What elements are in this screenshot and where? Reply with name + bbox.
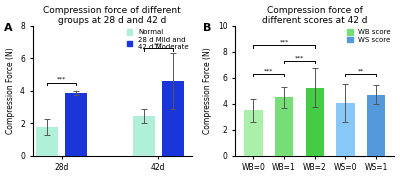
Bar xyxy=(162,81,184,156)
Text: B: B xyxy=(203,23,212,33)
Bar xyxy=(306,88,324,156)
Legend: Normal, 28 d Mild and
42 d Moderate: Normal, 28 d Mild and 42 d Moderate xyxy=(127,29,188,50)
Bar xyxy=(244,110,262,156)
Text: ***: *** xyxy=(57,77,66,82)
Bar xyxy=(336,103,354,156)
Bar xyxy=(367,95,385,156)
Text: **: ** xyxy=(358,68,364,73)
Bar xyxy=(133,116,155,156)
Title: Compression force of different
groups at 28 d and 42 d: Compression force of different groups at… xyxy=(44,6,181,25)
Text: A: A xyxy=(4,23,12,33)
Bar xyxy=(65,93,87,156)
Bar xyxy=(275,97,293,156)
Text: ***: *** xyxy=(154,43,163,48)
Text: ***: *** xyxy=(295,55,304,60)
Y-axis label: Compression Force (N): Compression Force (N) xyxy=(6,47,14,134)
Bar xyxy=(36,127,58,156)
Title: Compression force of
different scores at 42 d: Compression force of different scores at… xyxy=(262,6,368,25)
Text: ***: *** xyxy=(279,40,289,45)
Legend: WB score, WS score: WB score, WS score xyxy=(347,29,391,43)
Text: ***: *** xyxy=(264,68,274,73)
Y-axis label: Compression Force (N): Compression Force (N) xyxy=(203,47,212,134)
